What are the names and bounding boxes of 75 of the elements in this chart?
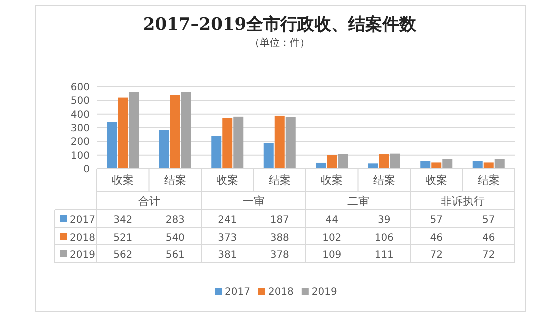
x-tick-label: 收案 <box>112 174 134 187</box>
text: 2019 <box>312 287 338 298</box>
x-tick-label: 结案 <box>164 174 186 187</box>
y-tick-label: 400 <box>70 110 90 121</box>
data-label: 373 <box>218 233 238 244</box>
bar <box>234 116 244 169</box>
text: 2017 <box>225 287 250 298</box>
bar <box>432 162 442 169</box>
data-label: 111 <box>374 250 394 261</box>
bar <box>484 162 494 169</box>
y-tick-label: 0 <box>84 164 90 176</box>
data-label: 106 <box>374 233 394 244</box>
bar <box>274 116 285 169</box>
data-label: 72 <box>430 250 443 261</box>
data-label: 57 <box>430 215 443 226</box>
data-label: 46 <box>482 233 496 244</box>
text: 二审 <box>347 195 370 208</box>
bar <box>222 118 233 169</box>
chart-title: 2017–2019全市行政收、结案件数 <box>143 14 418 35</box>
chart-subtitle: （单位：件） <box>250 37 310 49</box>
bar <box>316 162 326 169</box>
bar <box>264 143 274 169</box>
data-label: 378 <box>270 250 290 261</box>
legend-label: 2018 <box>70 233 96 244</box>
x-tick-label: 收案 <box>426 174 448 187</box>
bar <box>118 98 128 169</box>
bar <box>442 159 453 169</box>
data-label: 521 <box>114 233 133 244</box>
bar <box>368 164 378 169</box>
data-label: 109 <box>322 250 342 261</box>
x-tick-label: 收案 <box>321 174 344 187</box>
legend-label: 2019 <box>70 250 96 261</box>
text: 合计 <box>138 195 160 208</box>
bar <box>327 155 338 169</box>
data-label: 540 <box>166 233 185 244</box>
x-tick-label: 结案 <box>268 174 291 187</box>
data-label: 187 <box>270 215 290 226</box>
data-label: 283 <box>166 215 185 226</box>
x-tick-label: 收案 <box>216 174 239 187</box>
y-tick-label: 300 <box>70 124 90 134</box>
bar <box>338 154 348 169</box>
y-tick-label: 200 <box>70 137 90 148</box>
data-label: 46 <box>430 233 443 244</box>
bar <box>212 136 222 169</box>
bar <box>159 130 170 169</box>
data-label: 562 <box>114 250 133 261</box>
data-label: 44 <box>326 215 338 226</box>
bar <box>494 159 505 169</box>
data-label: 388 <box>270 233 290 244</box>
bar <box>286 117 296 169</box>
bar <box>181 92 192 169</box>
y-tick-label: 600 <box>70 82 90 94</box>
data-label: 342 <box>114 215 133 226</box>
bar <box>170 95 180 169</box>
data-label: 561 <box>166 250 185 261</box>
text: 非诉执行 <box>440 195 485 208</box>
data-label: 381 <box>218 250 238 261</box>
bar <box>390 154 400 169</box>
bar <box>472 161 483 169</box>
data-label: 72 <box>482 250 496 261</box>
x-tick-label: 结案 <box>373 174 396 187</box>
legend-label: 2017 <box>70 215 96 226</box>
data-label: 241 <box>218 215 238 226</box>
y-tick-label: 100 <box>70 150 90 162</box>
bar <box>129 92 140 169</box>
bar <box>107 122 118 169</box>
data-label: 57 <box>482 215 496 226</box>
data-label: 39 <box>378 215 391 226</box>
bar <box>379 154 390 169</box>
data-label: 102 <box>322 233 342 244</box>
x-tick-label: 结案 <box>478 174 500 187</box>
bar <box>420 161 431 169</box>
text: 一审 <box>242 195 265 208</box>
text: 2018 <box>268 287 294 298</box>
y-tick-label: 500 <box>70 96 90 108</box>
